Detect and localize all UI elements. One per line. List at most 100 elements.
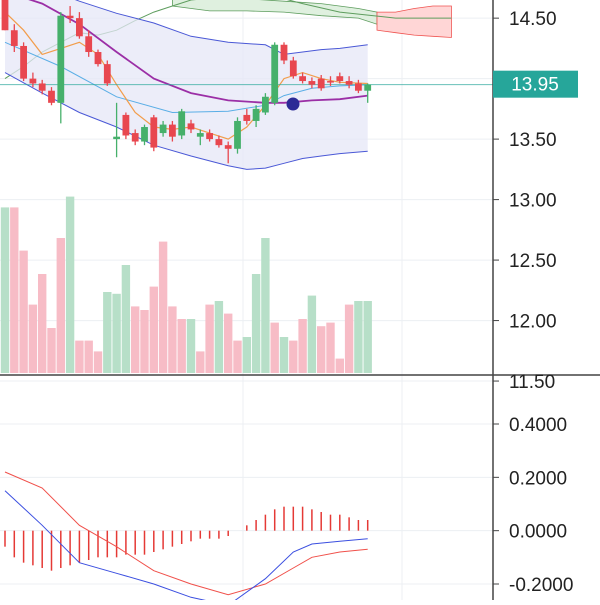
candle-body[interactable] (103, 64, 111, 84)
candles-layer[interactable] (1, 0, 372, 164)
macd-axis-tick-label: 0.4000 (509, 415, 567, 436)
candle-body[interactable] (169, 124, 176, 137)
price-axis-tick-label: 12.50 (509, 251, 557, 272)
candle-body[interactable] (271, 44, 279, 103)
price-axis-tick-label: 12.00 (509, 312, 557, 333)
candle-body[interactable] (159, 124, 167, 134)
volume-bar (56, 238, 65, 373)
candle-body[interactable] (355, 83, 362, 91)
bollinger-middle-line (4, 41, 368, 114)
price-axis-tick-label: 13.00 (509, 191, 557, 212)
candle-body[interactable] (38, 83, 46, 91)
candle-body[interactable] (364, 84, 372, 91)
candle-body[interactable] (48, 90, 55, 103)
volume-bar (363, 301, 372, 373)
volume-bar (140, 310, 149, 373)
bollinger-lower-line (4, 72, 368, 170)
candle-body[interactable] (85, 36, 93, 53)
volume-bar (307, 295, 317, 373)
volume-bar (354, 301, 363, 373)
volume-bar (289, 340, 298, 373)
volume-bar (242, 337, 251, 373)
candle-body[interactable] (178, 111, 186, 136)
volume-bar (186, 319, 196, 373)
volume-bar (261, 238, 270, 373)
volume-bar (270, 322, 279, 373)
candle-body[interactable] (308, 81, 316, 85)
candle-body[interactable] (289, 60, 297, 77)
volume-bar (103, 292, 112, 373)
candle-body[interactable] (327, 81, 334, 83)
slow-moving-average-line (28, 0, 368, 104)
volume-bar (47, 328, 56, 373)
candle-body[interactable] (76, 18, 83, 37)
candle-body[interactable] (252, 108, 260, 121)
volume-bar (214, 301, 224, 373)
candle-body[interactable] (113, 136, 120, 140)
candle-body[interactable] (1, 0, 9, 31)
volume-bar (196, 351, 205, 373)
candle-body[interactable] (215, 139, 223, 146)
volume-bar (28, 304, 38, 373)
volume-bar (251, 274, 261, 373)
price-badge-label: 13.95 (511, 75, 559, 96)
macd-signal-line (4, 471, 368, 596)
price-axis-tick-label: 14.50 (509, 9, 557, 30)
volume-bar (344, 304, 354, 373)
candle-body[interactable] (150, 117, 158, 148)
candle-body[interactable] (262, 96, 269, 113)
volume-layer (0, 196, 372, 373)
candle-body[interactable] (187, 123, 195, 130)
macd-axis-tick-label: 0.2000 (509, 468, 567, 489)
candle-body[interactable] (122, 114, 130, 136)
volume-bar (65, 196, 75, 373)
ichimoku-cloud-red (376, 5, 452, 38)
volume-bar (38, 274, 47, 373)
candle-body[interactable] (131, 133, 139, 142)
candle-body[interactable] (345, 81, 353, 85)
current-price-badge: 13.95 (493, 70, 578, 98)
crossover-marker-dot (286, 97, 300, 111)
volume-bar (298, 319, 307, 373)
candle-body[interactable] (243, 114, 251, 121)
volume-bar (279, 337, 289, 373)
candle-body[interactable] (57, 15, 65, 103)
candle-body[interactable] (10, 30, 18, 46)
macd-layer (4, 471, 369, 605)
candle-body[interactable] (94, 52, 102, 65)
candle-body[interactable] (141, 127, 148, 142)
candle-body[interactable] (234, 120, 241, 149)
volume-bar (19, 250, 28, 373)
candle-body[interactable] (66, 15, 74, 19)
candle-body[interactable] (336, 76, 344, 82)
volume-bar (93, 351, 103, 373)
volume-bar (168, 306, 177, 373)
price-axis-tick-label: 11.50 (509, 372, 555, 393)
ichimoku-cloud-green (171, 0, 378, 25)
volume-bar (0, 207, 10, 373)
volume-bar (121, 265, 131, 373)
candle-body[interactable] (206, 133, 213, 140)
candle-body[interactable] (224, 145, 232, 149)
volume-bar (317, 326, 326, 373)
ichimoku-cloud-layer (4, 0, 452, 80)
macd-axis-tick-label: 0.0000 (509, 522, 567, 543)
candle-body[interactable] (196, 133, 204, 137)
candle-body[interactable] (299, 76, 306, 82)
volume-bar (205, 304, 214, 373)
volume-bar (112, 293, 121, 373)
candle-body[interactable] (280, 44, 288, 61)
volume-bar (224, 313, 233, 373)
volume-bar (158, 241, 168, 373)
candle-body[interactable] (29, 78, 37, 84)
volume-bar (84, 340, 93, 373)
macd-axis-tick-label: -0.2000 (509, 575, 573, 596)
volume-bar (326, 322, 335, 373)
bollinger-upper-line (74, 0, 368, 55)
candle-body[interactable] (20, 45, 27, 79)
candle-body[interactable] (317, 78, 325, 89)
volume-bar (149, 286, 158, 373)
